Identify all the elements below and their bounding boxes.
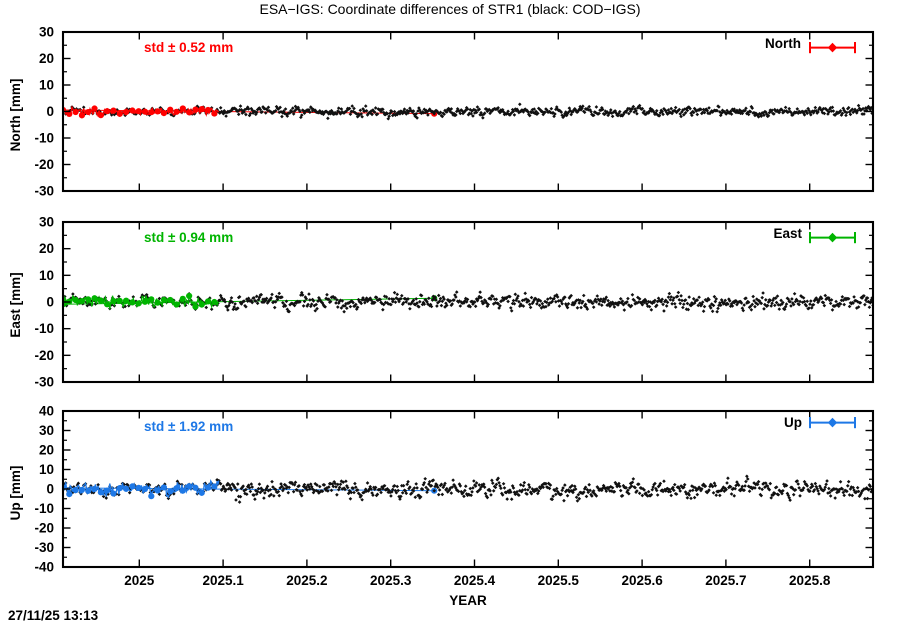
svg-text:-40: -40 xyxy=(34,560,54,575)
svg-text:std ± 0.52 mm: std ± 0.52 mm xyxy=(144,40,233,55)
svg-text:-20: -20 xyxy=(34,157,54,172)
svg-text:30: 30 xyxy=(39,215,54,230)
svg-text:2025.8: 2025.8 xyxy=(789,573,831,588)
svg-text:ESA−IGS: Coordinate difference: ESA−IGS: Coordinate differences of STR1 … xyxy=(259,1,640,17)
svg-text:YEAR: YEAR xyxy=(449,593,487,608)
svg-text:std ± 0.94 mm: std ± 0.94 mm xyxy=(144,230,233,245)
svg-text:0: 0 xyxy=(46,104,54,119)
svg-text:2025.1: 2025.1 xyxy=(202,573,244,588)
svg-text:-30: -30 xyxy=(34,540,54,555)
svg-text:0: 0 xyxy=(46,482,54,497)
svg-text:2025.5: 2025.5 xyxy=(538,573,580,588)
svg-text:North [mm]: North [mm] xyxy=(8,79,23,152)
svg-text:2025.3: 2025.3 xyxy=(370,573,412,588)
svg-text:2025.4: 2025.4 xyxy=(454,573,496,588)
svg-text:10: 10 xyxy=(39,462,54,477)
svg-text:-10: -10 xyxy=(34,321,54,336)
svg-text:30: 30 xyxy=(39,423,54,438)
svg-text:2025.7: 2025.7 xyxy=(705,573,746,588)
svg-text:-30: -30 xyxy=(34,184,54,199)
svg-text:-30: -30 xyxy=(34,375,54,390)
svg-text:-10: -10 xyxy=(34,501,54,516)
svg-text:30: 30 xyxy=(39,25,54,40)
svg-text:20: 20 xyxy=(39,241,54,256)
svg-text:2025.2: 2025.2 xyxy=(286,573,327,588)
svg-text:0: 0 xyxy=(46,295,54,310)
svg-text:27/11/25 13:13: 27/11/25 13:13 xyxy=(8,608,99,623)
svg-text:-10: -10 xyxy=(34,131,54,146)
svg-text:40: 40 xyxy=(39,404,54,419)
svg-text:20: 20 xyxy=(39,443,54,458)
svg-text:20: 20 xyxy=(39,51,54,66)
svg-text:North: North xyxy=(765,36,801,51)
svg-text:2025: 2025 xyxy=(124,573,155,588)
svg-text:2025.6: 2025.6 xyxy=(621,573,663,588)
svg-text:10: 10 xyxy=(39,78,54,93)
svg-text:-20: -20 xyxy=(34,521,54,536)
svg-text:Up: Up xyxy=(784,415,802,430)
svg-text:std ± 1.92 mm: std ± 1.92 mm xyxy=(144,419,233,434)
svg-text:10: 10 xyxy=(39,268,54,283)
svg-text:Up [mm]: Up [mm] xyxy=(8,466,23,521)
svg-text:East: East xyxy=(773,226,802,241)
svg-text:East [mm]: East [mm] xyxy=(8,272,23,337)
svg-text:-20: -20 xyxy=(34,348,54,363)
